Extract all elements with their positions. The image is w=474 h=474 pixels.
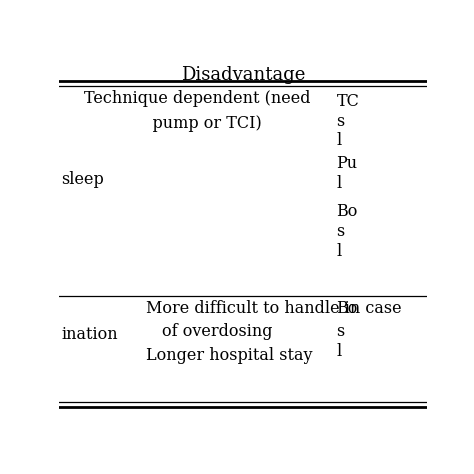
Text: Bo: Bo — [337, 203, 358, 220]
Text: Technique dependent (need
    pump or TCI): Technique dependent (need pump or TCI) — [84, 90, 310, 131]
Text: s: s — [337, 323, 345, 340]
Text: Bo: Bo — [337, 300, 358, 317]
Text: sleep: sleep — [61, 171, 104, 188]
Text: More difficult to handle in case: More difficult to handle in case — [146, 300, 401, 317]
Text: s: s — [337, 223, 345, 240]
Text: l: l — [337, 243, 342, 260]
Text: TC: TC — [337, 93, 359, 110]
Text: s: s — [337, 113, 345, 130]
Text: Disadvantage: Disadvantage — [181, 66, 305, 84]
Text: Longer hospital stay: Longer hospital stay — [146, 347, 312, 364]
Text: l: l — [337, 132, 342, 149]
Text: of overdosing: of overdosing — [162, 323, 273, 340]
Text: ination: ination — [61, 326, 118, 343]
Text: l: l — [337, 343, 342, 360]
Text: l: l — [337, 175, 342, 192]
Text: Pu: Pu — [337, 155, 358, 173]
